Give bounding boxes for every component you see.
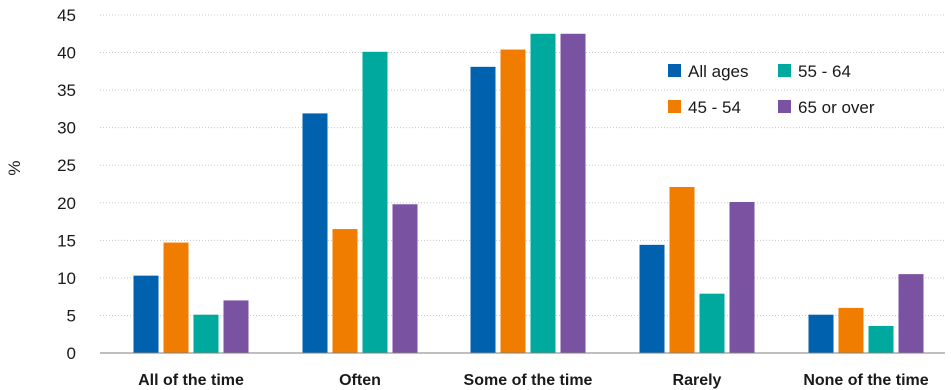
bar-all-ages-rarely bbox=[639, 244, 665, 353]
bar-65-or-over-none-of-the-time bbox=[898, 274, 924, 353]
x-axis-category-labels: All of the time Often Some of the time Rare… bbox=[138, 372, 929, 389]
legend: All ages 45 - 54 55 - 64 65 or over bbox=[668, 62, 875, 117]
bar-all-ages-none-of-the-time bbox=[808, 314, 834, 353]
legend-label: All ages bbox=[688, 62, 748, 81]
x-category-label: None of the time bbox=[803, 372, 928, 389]
legend-swatch bbox=[668, 100, 681, 113]
y-tick-label: 15 bbox=[57, 231, 76, 250]
bar-55-64-all-of-the-time bbox=[193, 314, 219, 353]
bar-65-or-over-often bbox=[392, 204, 418, 353]
bar-all-ages-some-of-the-time bbox=[470, 66, 496, 354]
legend-swatch bbox=[778, 100, 791, 113]
bar-45-54-all-of-the-time bbox=[163, 242, 189, 353]
bar-all-ages-often bbox=[302, 113, 328, 353]
bar-all-ages-all-of-the-time bbox=[133, 275, 159, 353]
legend-swatch bbox=[778, 64, 791, 77]
bar-45-54-rarely bbox=[669, 187, 695, 353]
y-axis-title: % bbox=[5, 160, 24, 175]
x-category-label: All of the time bbox=[138, 372, 244, 389]
bar-55-64-none-of-the-time bbox=[868, 325, 894, 353]
bar-45-54-often bbox=[332, 229, 358, 353]
bar-55-64-rarely bbox=[699, 293, 725, 353]
bar-55-64-some-of-the-time bbox=[530, 33, 556, 354]
legend-label: 55 - 64 bbox=[798, 62, 851, 81]
y-tick-label: 10 bbox=[57, 269, 76, 288]
legend-label: 65 or over bbox=[798, 98, 875, 117]
legend-swatch bbox=[668, 64, 681, 77]
bar-65-or-over-all-of-the-time bbox=[223, 300, 249, 353]
bars bbox=[133, 33, 924, 354]
x-category-label: Often bbox=[339, 372, 381, 389]
x-category-label: Rarely bbox=[673, 372, 722, 389]
y-tick-label: 30 bbox=[57, 119, 76, 138]
y-tick-label: 40 bbox=[57, 44, 76, 63]
bar-65-or-over-rarely bbox=[729, 202, 755, 353]
y-tick-label: 35 bbox=[57, 81, 76, 100]
bar-55-64-often bbox=[362, 51, 388, 353]
bar-65-or-over-some-of-the-time bbox=[560, 33, 586, 354]
y-tick-label: 5 bbox=[67, 306, 76, 325]
y-axis-ticks: 0 5 10 15 20 25 30 35 40 45 bbox=[57, 6, 76, 363]
y-tick-label: 20 bbox=[57, 194, 76, 213]
legend-label: 45 - 54 bbox=[688, 98, 741, 117]
y-tick-label: 0 bbox=[67, 344, 76, 363]
bar-45-54-none-of-the-time bbox=[838, 307, 864, 353]
bar-45-54-some-of-the-time bbox=[500, 49, 526, 353]
x-category-label: Some of the time bbox=[464, 372, 593, 389]
y-tick-label: 45 bbox=[57, 6, 76, 25]
y-tick-label: 25 bbox=[57, 156, 76, 175]
